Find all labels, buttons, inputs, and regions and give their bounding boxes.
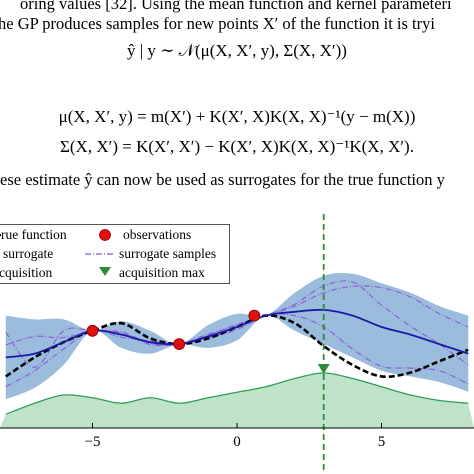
acq-max-marker bbox=[317, 364, 330, 374]
body-text-line-1: oring values [32]. Using the mean functi… bbox=[20, 0, 452, 13]
legend: rue function observations surrogate surr… bbox=[0, 224, 230, 284]
uncertainty-band bbox=[5, 273, 469, 400]
observation-point-2 bbox=[173, 338, 186, 351]
true-function-curve bbox=[5, 314, 469, 379]
equation-posterior: ŷ | y ∼ 𝒩(μ(X, X′, y), Σ(X, X′)) bbox=[127, 41, 347, 60]
x-tick-label-2: 0 bbox=[233, 434, 241, 450]
surrogate-mean-line bbox=[5, 308, 469, 359]
legend-markers bbox=[0, 229, 115, 276]
observations bbox=[86, 309, 261, 351]
legend-surrogate: surrogate bbox=[3, 246, 54, 261]
legend-acq-max-marker bbox=[99, 267, 111, 276]
x-tick-label-3: 5 bbox=[378, 434, 386, 450]
x-axis: −5 0 5 bbox=[0, 423, 474, 450]
legend-acquisition: cquisition bbox=[0, 265, 53, 280]
surrogate-sample-1 bbox=[5, 285, 469, 368]
surrogate-curve bbox=[5, 308, 469, 359]
surrogate-sample-2 bbox=[5, 313, 469, 388]
equation-mean: μ(X, X′, y) = m(X′) + K(X′, X)K(X, X)⁻¹(… bbox=[58, 107, 416, 126]
legend-true-function: rue function bbox=[1, 227, 67, 242]
acquisition-max-line bbox=[317, 214, 330, 474]
observation-point-1 bbox=[86, 324, 99, 337]
body-text-line-2: he GP produces samples for new points X′… bbox=[0, 14, 435, 33]
equation-covariance: Σ(X, X′) = K(X′, X′) − K(X′, X)K(X, X)⁻¹… bbox=[60, 137, 414, 156]
legend-observations: observations bbox=[123, 227, 192, 242]
legend-observation-marker bbox=[99, 229, 111, 241]
body-text-line-3: ese estimate ŷ can now be used as surrog… bbox=[0, 170, 445, 189]
legend-surrogate-samples: surrogate samples bbox=[119, 246, 217, 261]
x-tick-label-1: −5 bbox=[85, 434, 101, 450]
true-function-line bbox=[5, 314, 469, 379]
acquisition-fill bbox=[0, 373, 474, 428]
uncertainty-band-area bbox=[5, 273, 469, 400]
observation-point-3 bbox=[248, 309, 261, 322]
acquisition-area bbox=[0, 372, 474, 428]
acquisition-curve bbox=[5, 372, 469, 415]
legend-acquisition-max: acquisition max bbox=[119, 265, 205, 280]
